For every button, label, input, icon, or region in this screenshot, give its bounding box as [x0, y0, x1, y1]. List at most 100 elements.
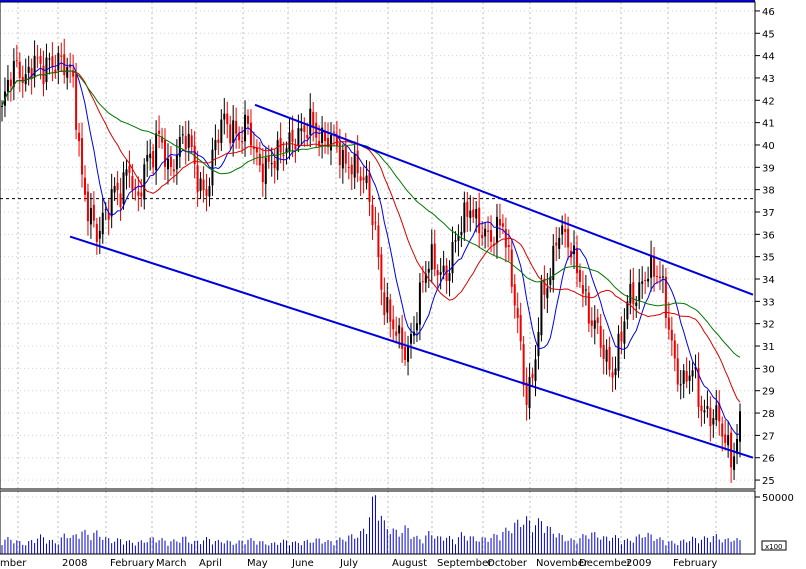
x-tick-label: June [291, 558, 314, 569]
candle-body [697, 367, 700, 407]
candle-body [581, 285, 584, 294]
candle-body [395, 331, 398, 336]
candle-body [590, 320, 593, 326]
trend-channel [69, 103, 754, 459]
candle-body [134, 186, 137, 189]
candle-body [495, 216, 498, 244]
candle-body [546, 288, 549, 299]
candle-body [48, 58, 51, 60]
candle-body [733, 456, 736, 470]
candle-body [724, 434, 727, 443]
candle-body [199, 178, 202, 191]
y-tick-label: 34 [762, 275, 775, 286]
candle-body [318, 140, 321, 147]
candle-body [421, 281, 424, 283]
candle-body [543, 278, 546, 295]
candle-body [214, 140, 217, 151]
candle-body [531, 373, 534, 378]
candle-body [356, 150, 359, 174]
candle-body [75, 73, 78, 130]
candle-body [718, 403, 721, 422]
candle-body [137, 191, 140, 196]
candle-body [92, 204, 95, 221]
candle-body [682, 370, 685, 384]
candle-body [424, 273, 427, 283]
candle-body [169, 156, 172, 168]
x-tick-label: July [339, 558, 358, 569]
candle-body [327, 137, 330, 148]
candle-body [86, 191, 89, 222]
candle-body [691, 370, 694, 377]
candle-body [264, 157, 267, 184]
candle-body [374, 222, 377, 224]
candle-body [205, 189, 208, 196]
x-tick-label: December [579, 558, 632, 569]
y-tick-label: 27 [762, 431, 775, 442]
candle-body [647, 278, 650, 282]
candle-body [667, 317, 670, 330]
x-tick-label: mber [0, 558, 27, 569]
candle-body [442, 265, 445, 273]
candle-body [736, 439, 739, 454]
candle-body [653, 257, 656, 277]
candle-body [558, 237, 561, 249]
candle-body [564, 229, 567, 233]
candle-body [315, 122, 318, 138]
candle-body [95, 223, 98, 242]
candle-body [380, 254, 383, 290]
candle-body [12, 60, 15, 87]
candle-body [407, 345, 410, 362]
x-tick-label: February [673, 558, 717, 569]
candle-body [329, 135, 332, 151]
candle-body [570, 250, 573, 258]
candle-body [534, 359, 537, 381]
candle-body [472, 209, 475, 218]
candle-body [187, 133, 190, 148]
candle-body [448, 273, 451, 281]
candle-body [528, 376, 531, 408]
candle-body [113, 186, 116, 193]
candle-body [241, 141, 244, 143]
candle-body [9, 79, 12, 87]
y-tick-label: 25 [762, 476, 775, 487]
candle-body [706, 406, 709, 409]
candle-body [255, 147, 258, 153]
candle-body [344, 146, 347, 164]
candle-body [217, 139, 220, 143]
candle-body [341, 150, 344, 169]
candle-body [679, 384, 682, 386]
candle-body [24, 74, 27, 85]
candle-body [306, 134, 309, 139]
candle-body [291, 129, 294, 142]
candle-body [220, 119, 223, 144]
x-tick-label: May [247, 558, 268, 569]
candle-body [196, 165, 199, 193]
price-axis-ticks: 25 26 27 28 29 30 31 32 33 34 35 36 37 38 39 40 41 42 43 44… [755, 7, 775, 487]
y-tick-label: 26 [762, 454, 775, 465]
candle-body [18, 61, 21, 78]
candle-body [66, 66, 69, 78]
candle-body [297, 128, 300, 147]
candle-body [389, 299, 392, 322]
candle-body [525, 382, 528, 405]
candle-body [469, 210, 472, 218]
candle-body [244, 114, 247, 142]
candle-body [392, 319, 395, 330]
candle-body [567, 228, 570, 248]
candle-body [104, 209, 107, 211]
candle-body [303, 125, 306, 132]
candle-body [371, 204, 374, 226]
candle-body [131, 176, 134, 191]
candle-body [703, 410, 706, 413]
candle-body [498, 219, 501, 226]
candle-body [513, 284, 516, 306]
channel-line-upper [254, 103, 754, 296]
x-tick-label: April [199, 558, 222, 569]
volume-unit-label: x100 [765, 543, 783, 551]
candle-body [60, 55, 63, 57]
y-tick-label: 31 [762, 342, 775, 353]
candle-body [359, 176, 362, 181]
candle-body [270, 163, 273, 165]
candle-body [617, 333, 620, 371]
candle-body [208, 186, 211, 197]
